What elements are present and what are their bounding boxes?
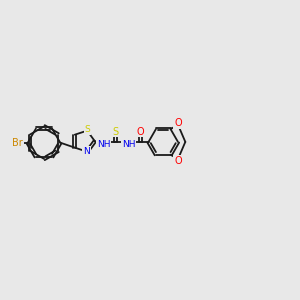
Text: N: N [83,147,90,156]
Text: Br: Br [12,138,23,148]
Text: NH: NH [97,140,110,149]
Text: O: O [136,127,144,136]
Text: O: O [174,155,182,166]
Text: S: S [84,125,90,134]
Text: S: S [112,127,119,136]
Text: NH: NH [122,140,135,149]
Text: O: O [174,118,182,128]
